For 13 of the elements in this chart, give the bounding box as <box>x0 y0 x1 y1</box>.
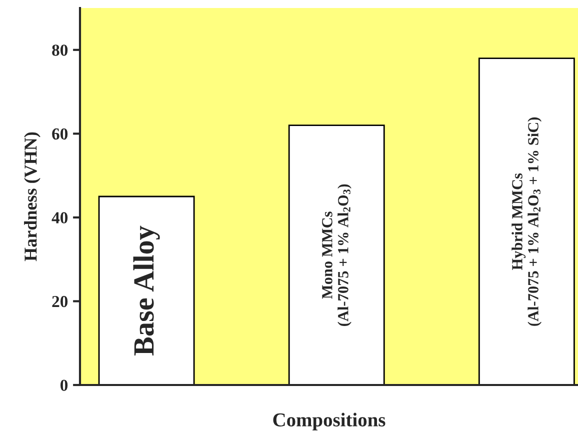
x-axis-title: Compositions <box>273 412 386 430</box>
x-tick-label: Mono MMCs (Al-7075 + 1% Al$_{2}$O$_{3}$) <box>322 184 352 326</box>
y-axis-title: Hardness (VHN) <box>24 132 40 262</box>
y-tick-label: 60 <box>52 128 68 140</box>
bar <box>98 196 195 385</box>
bar <box>288 124 385 385</box>
y-tick-label: 20 <box>52 296 68 308</box>
y-tick-label: 80 <box>52 44 68 56</box>
y-tick-label: 40 <box>52 212 68 224</box>
bar <box>478 58 575 385</box>
x-tick-label: Base Alloy <box>133 226 160 356</box>
y-tick-label: 0 <box>60 380 68 391</box>
x-tick-label: Hybrid MMCs (Al-7075 + 1% Al$_{2}$O$_{3}$ + 1% SiC) <box>512 117 542 326</box>
